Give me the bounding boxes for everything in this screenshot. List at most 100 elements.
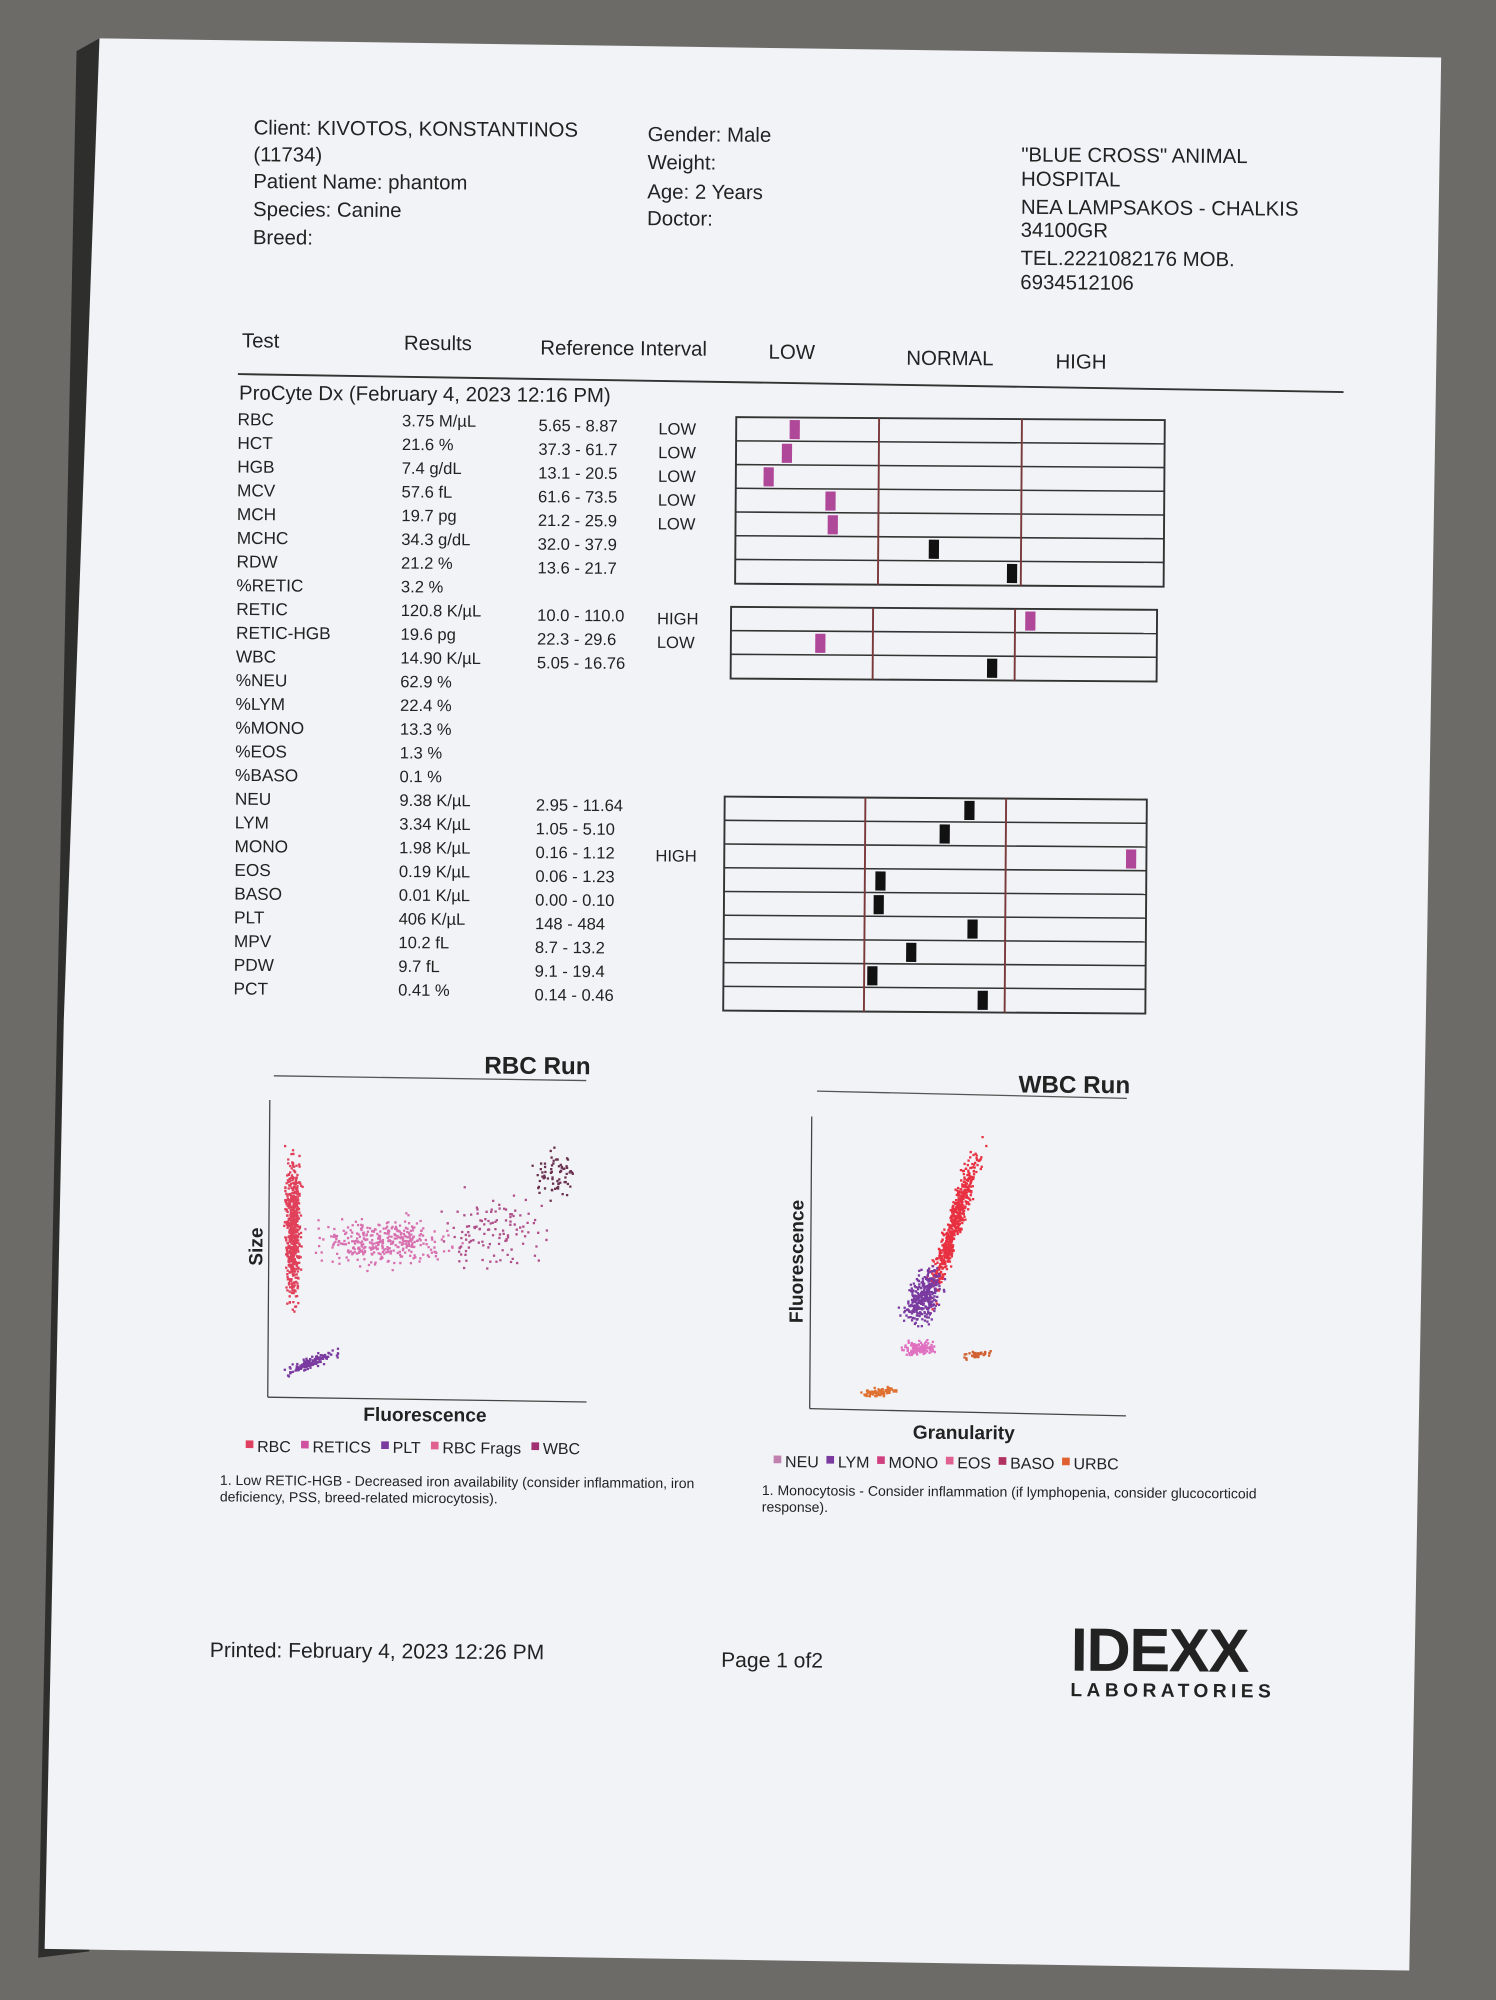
scatter-dot <box>344 1243 348 1246</box>
scatter-dot <box>297 1225 300 1228</box>
scatter-dot <box>944 1251 947 1255</box>
test-name: MCHC <box>237 528 289 548</box>
scatter-dot <box>945 1245 949 1249</box>
scatter-dot <box>421 1234 425 1237</box>
axis-label: Fluorescence <box>787 1200 809 1323</box>
scatter-dot <box>290 1213 293 1216</box>
scatter-dot <box>331 1349 334 1352</box>
section-title: ProCyte Dx (February 4, 2023 12:16 PM) <box>239 383 611 408</box>
scatter-dot <box>506 1253 509 1257</box>
scatter-dot <box>346 1236 350 1240</box>
scatter-dot <box>917 1348 920 1352</box>
reference: 0.14 - 0.46 <box>534 985 613 1005</box>
scatter-dot <box>327 1225 330 1229</box>
scatter-dot <box>293 1170 297 1173</box>
scatter-dot <box>908 1310 912 1313</box>
scatter-dot <box>347 1259 350 1262</box>
scatter-dot <box>360 1217 364 1221</box>
title-rule <box>817 1090 1127 1099</box>
scatter-dot <box>293 1252 297 1255</box>
scatter-dot <box>359 1241 363 1244</box>
scatter-dot <box>410 1245 413 1248</box>
scatter-dot <box>464 1249 468 1253</box>
reference: 0.00 - 0.10 <box>535 890 614 910</box>
scatter-dot <box>487 1228 491 1231</box>
scatter-dot <box>463 1186 466 1189</box>
scatter-dot <box>294 1180 298 1183</box>
scatter-dot <box>287 1263 290 1267</box>
range-marker <box>827 515 838 535</box>
scatter-dot <box>911 1316 914 1320</box>
scatter-dot <box>566 1182 570 1186</box>
scatter-dot <box>923 1287 926 1290</box>
scatter-dot <box>351 1253 354 1256</box>
scatter-dot <box>292 1222 296 1226</box>
scatter-dot <box>860 1391 863 1394</box>
scatter-dot <box>290 1270 294 1274</box>
scatter-dot <box>358 1235 362 1238</box>
scatter-dot <box>336 1356 339 1359</box>
scatter-dot <box>413 1245 416 1249</box>
range-divider <box>876 418 881 585</box>
scatter-dot <box>291 1161 295 1165</box>
scatter-dot <box>927 1306 931 1309</box>
scatter-dot <box>515 1228 518 1231</box>
test-name: PCT <box>234 978 269 998</box>
scatter-dot <box>409 1262 413 1265</box>
scatter-dot <box>942 1243 945 1246</box>
scatter-dot <box>928 1351 931 1354</box>
scatter-dot <box>953 1218 956 1221</box>
legend-label: LYM <box>838 1454 870 1471</box>
legend-label: URBC <box>1073 1456 1118 1473</box>
scatter-dot <box>953 1210 956 1214</box>
scatter-dot <box>920 1290 923 1293</box>
scatter-dot <box>912 1289 915 1292</box>
scatter-dot <box>390 1235 393 1238</box>
scatter-dot <box>446 1229 449 1232</box>
scatter-dot <box>288 1295 291 1298</box>
scatter-dot <box>949 1246 952 1249</box>
scatter-dot <box>368 1227 372 1230</box>
scatter-dot <box>285 1249 289 1252</box>
scatter-dot <box>900 1346 903 1349</box>
scatter-dot <box>939 1262 942 1266</box>
scatter-dot <box>893 1389 897 1392</box>
scatter-dot <box>407 1242 411 1245</box>
scatter-dot <box>336 1352 340 1355</box>
scatter-dot <box>917 1305 920 1308</box>
scatter-dot <box>288 1231 291 1234</box>
test-name: HGB <box>237 457 274 477</box>
scatter-dot <box>369 1234 373 1237</box>
client-line: Breed: <box>253 227 313 249</box>
scatter-dot <box>403 1234 406 1238</box>
scatter-dot <box>552 1159 555 1162</box>
scatter-dot <box>296 1276 300 1279</box>
scatter-dot <box>334 1236 338 1239</box>
scatter-dot <box>557 1182 560 1185</box>
scatter-dot <box>442 1240 446 1243</box>
result: 62.9 % <box>400 672 452 691</box>
scatter-dot <box>956 1193 959 1197</box>
scatter-dot <box>394 1234 398 1237</box>
legend-swatch <box>531 1442 540 1451</box>
scatter-dot <box>288 1246 291 1249</box>
scatter-dot <box>923 1310 926 1314</box>
scatter-dot <box>297 1368 300 1372</box>
scatter-dot <box>533 1218 537 1222</box>
scatter-dot <box>918 1339 921 1343</box>
scatter-dot <box>934 1304 937 1307</box>
scatter-dot <box>933 1350 936 1354</box>
scatter-dot <box>386 1232 390 1235</box>
scatter-dot <box>468 1234 471 1237</box>
scatter-dot <box>298 1255 301 1258</box>
scatter-dot <box>411 1242 414 1245</box>
scatter-dot <box>294 1214 298 1218</box>
legend-label: PLT <box>393 1440 421 1457</box>
hospital-line: "BLUE CROSS" ANIMAL <box>1021 144 1248 168</box>
result: 9.38 K/µL <box>399 791 470 810</box>
scatter-dot <box>955 1198 958 1202</box>
scatter-dot <box>557 1165 561 1168</box>
scatter-dot <box>287 1217 290 1221</box>
scatter-dot <box>294 1250 298 1253</box>
scatter-dot <box>936 1261 939 1264</box>
